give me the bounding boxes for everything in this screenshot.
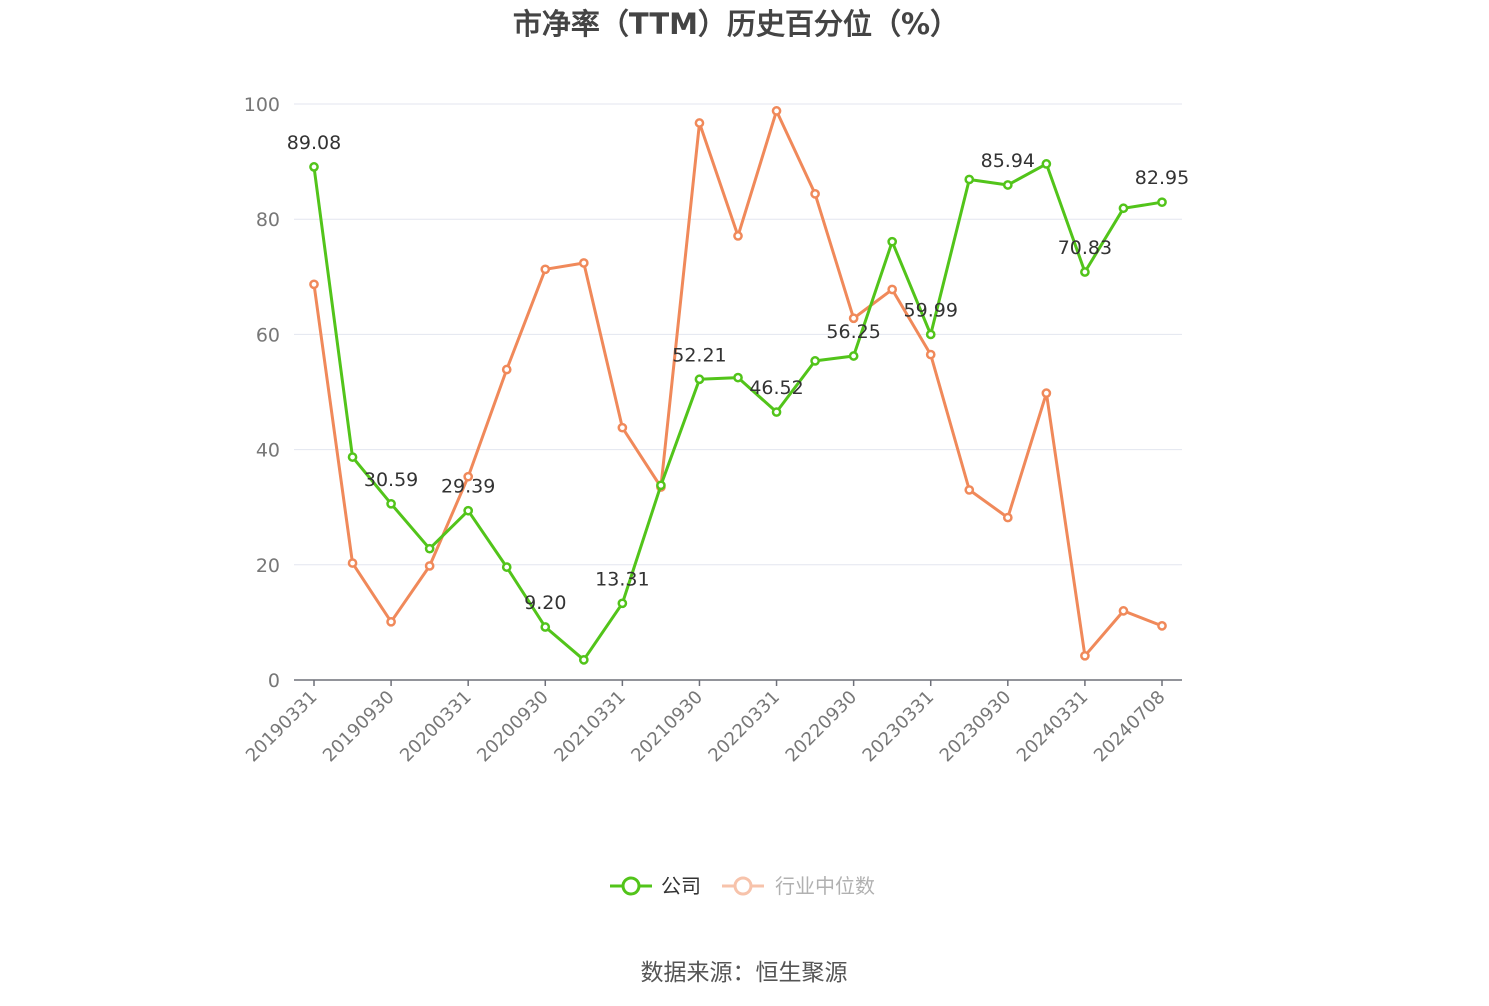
data-point	[1157, 621, 1167, 631]
data-point	[463, 471, 474, 482]
y-tick-label: 20	[256, 555, 280, 577]
x-tick-label: 20220331	[704, 687, 784, 767]
data-labels: 89.08 30.59 29.39 9.20 13.31 52.21 46.52 56.25 5…	[287, 132, 1189, 614]
data-point	[733, 231, 743, 241]
data-point	[1118, 203, 1129, 214]
data-point	[540, 264, 551, 275]
data-point	[848, 351, 859, 361]
data-point	[501, 562, 512, 572]
data-point	[578, 654, 589, 665]
data-point	[578, 258, 589, 268]
y-tick-label: 0	[268, 670, 280, 692]
x-tick-label: 20190930	[319, 687, 399, 767]
legend-marker	[733, 876, 753, 896]
data-point	[309, 162, 319, 172]
data-point	[1157, 197, 1167, 208]
x-tick-label: 20230930	[936, 687, 1016, 767]
data-point	[347, 558, 358, 568]
legend-label: 行业中位数	[775, 874, 875, 898]
data-point	[925, 349, 936, 360]
data-point	[694, 118, 705, 128]
data-point	[694, 374, 705, 385]
data-point	[733, 372, 743, 383]
data-point	[617, 598, 628, 609]
data-point	[501, 364, 512, 375]
data-label: 70.83	[1058, 237, 1112, 259]
data-point	[1080, 650, 1090, 661]
data-point	[771, 106, 782, 116]
y-tick-label: 60	[256, 324, 280, 346]
series-lines	[309, 106, 1167, 665]
x-tick-label: 20240708	[1090, 687, 1170, 767]
data-point	[309, 279, 319, 290]
data-point	[771, 407, 782, 417]
x-tick-label: 20240331	[1013, 687, 1093, 767]
data-label: 46.52	[749, 377, 803, 399]
x-tick-label: 20210331	[550, 687, 630, 767]
data-label: 56.25	[826, 321, 880, 343]
data-point	[1041, 159, 1052, 169]
y-tick-label: 100	[244, 94, 280, 116]
data-point	[810, 356, 820, 366]
gridlines	[294, 103, 1182, 566]
legend-item-1[interactable]: 行业中位数	[722, 874, 875, 898]
x-tick-label: 20210930	[627, 687, 707, 767]
data-point	[386, 616, 396, 627]
legend[interactable]: 公司 行业中位数	[610, 874, 875, 898]
y-tick-label: 80	[256, 209, 280, 231]
data-point	[848, 313, 859, 324]
x-tick-label: 20220930	[782, 687, 862, 767]
series-line-1	[312, 109, 1163, 658]
data-point	[1002, 512, 1013, 523]
data-point	[964, 485, 975, 495]
y-tick-label: 40	[256, 440, 280, 462]
data-point	[424, 561, 435, 571]
data-label: 9.20	[524, 592, 566, 614]
x-tick-label: 20190331	[242, 687, 322, 767]
data-point	[1041, 388, 1052, 399]
data-label: 13.31	[595, 568, 649, 590]
data-point	[887, 236, 898, 247]
axes: 0 20 40 60 80 100 2019033120190930202003312020…	[242, 94, 1182, 766]
data-label: 82.95	[1135, 167, 1189, 189]
data-point	[810, 189, 820, 199]
legend-item-0[interactable]: 公司	[610, 874, 701, 898]
source-note: 数据来源：恒生聚源	[641, 960, 848, 986]
data-label: 30.59	[364, 469, 418, 491]
data-point	[964, 174, 975, 185]
data-label: 59.99	[904, 299, 958, 321]
legend-marker	[621, 876, 641, 896]
data-point	[1118, 606, 1129, 616]
data-point	[617, 422, 628, 433]
data-point	[463, 505, 474, 516]
data-label: 29.39	[441, 476, 495, 498]
data-point	[656, 480, 666, 491]
data-point	[424, 543, 435, 554]
data-label: 89.08	[287, 132, 341, 154]
data-point	[540, 622, 551, 632]
data-point	[1080, 267, 1090, 277]
x-tick-label: 20200331	[396, 687, 476, 767]
legend-label: 公司	[661, 874, 701, 898]
data-point	[887, 284, 898, 295]
data-point	[925, 329, 936, 340]
data-label: 52.21	[672, 344, 726, 366]
chart-title: 市净率（TTM）历史百分位（%）	[513, 7, 959, 41]
data-point	[1002, 180, 1013, 190]
data-point	[347, 452, 358, 462]
x-tick-label: 20200930	[473, 687, 553, 767]
data-label: 85.94	[981, 150, 1035, 172]
data-point	[386, 498, 396, 509]
x-tick-label: 20230331	[859, 687, 939, 767]
